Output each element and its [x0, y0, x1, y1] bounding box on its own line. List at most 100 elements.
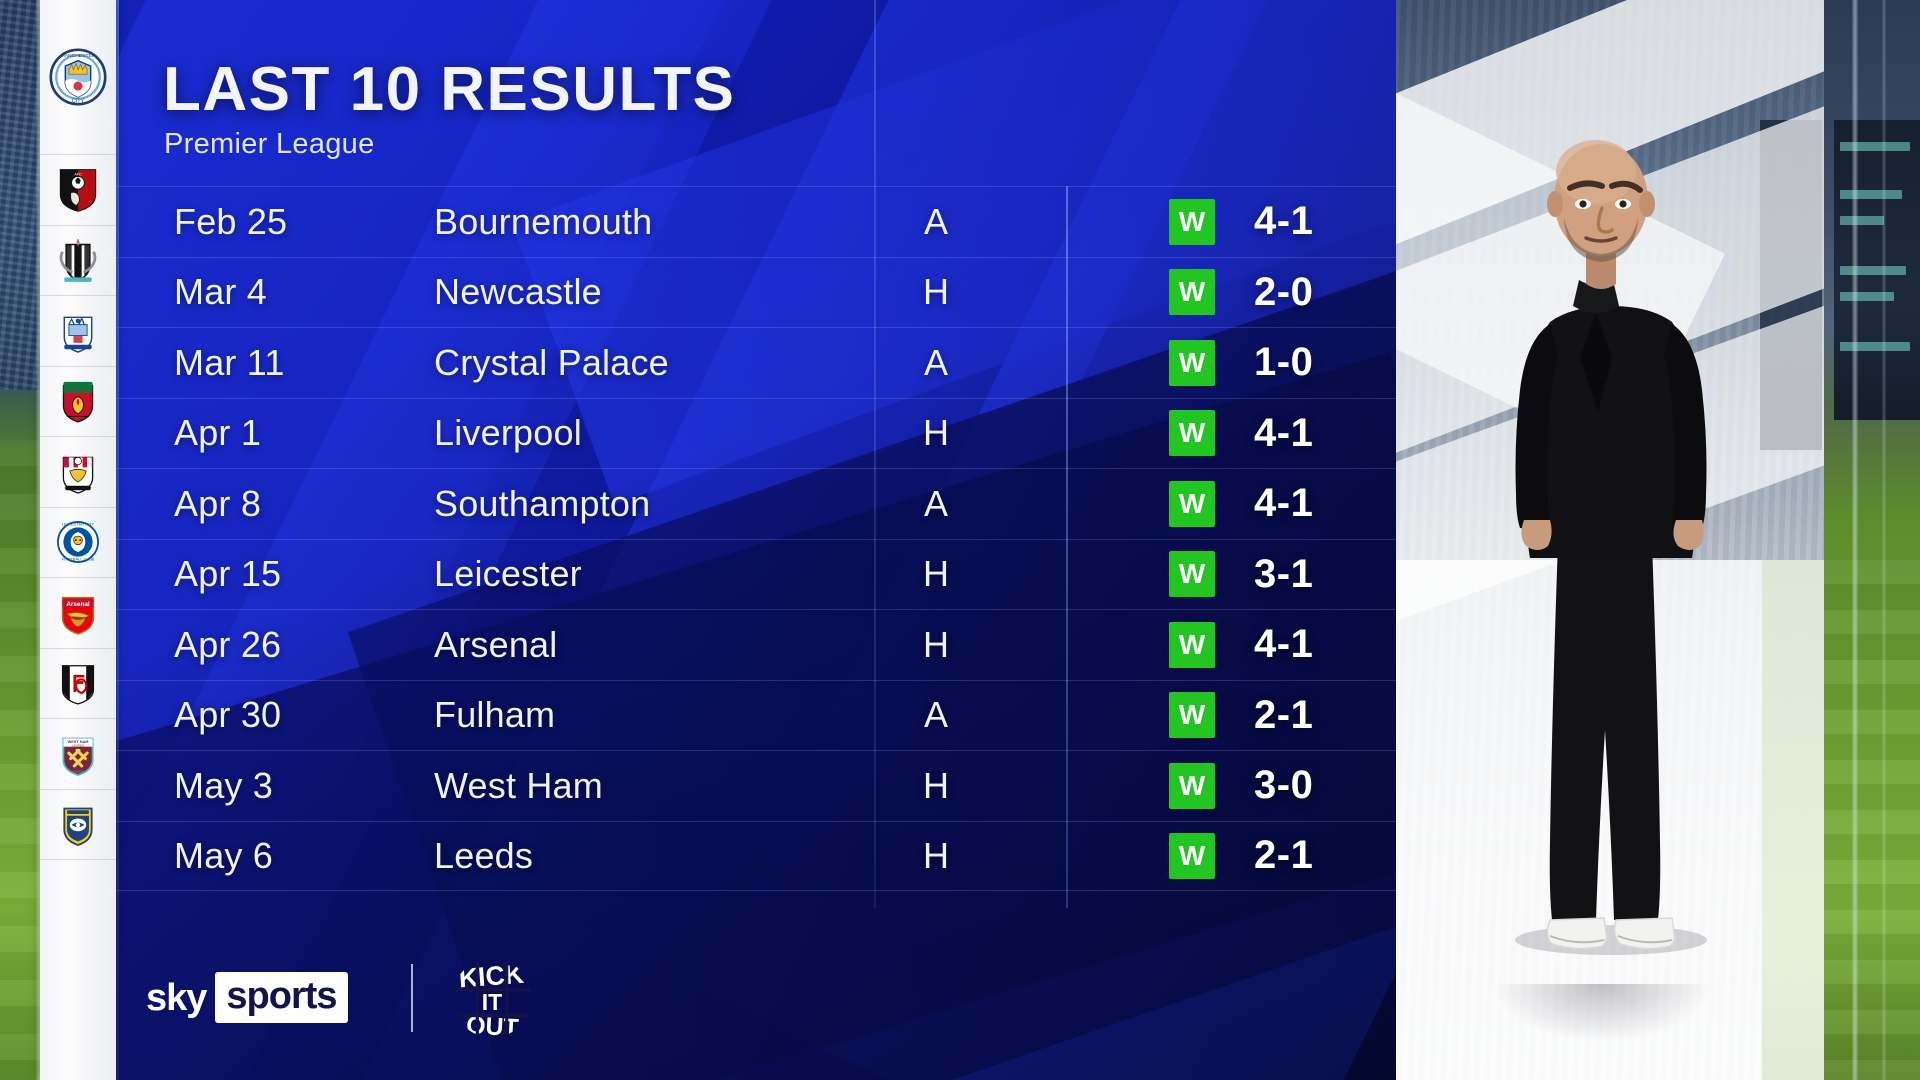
graphic-footer: sky sports KICK IT OUT: [116, 908, 1396, 1080]
table-row[interactable]: May 6 Leeds H W 2-1: [116, 820, 1396, 891]
manager-portrait-panel: [1396, 0, 1824, 1080]
sky-wordmark: sky: [146, 976, 207, 1019]
match-score: 4-1: [1254, 622, 1314, 667]
kick-it-out-circle-icon: KICK IT OUT: [452, 958, 532, 1038]
outcome-cell: W: [1164, 762, 1220, 809]
outcome-cell: W: [1164, 692, 1220, 739]
panel-gradient-veil: [116, 0, 1396, 1080]
venue-indicator: H: [923, 764, 949, 806]
opponent-name: Crystal Palace: [434, 341, 669, 383]
svg-text:LONDON: LONDON: [72, 769, 84, 773]
crest-item-manchester-city[interactable]: MANCHESTER CITY: [40, 0, 116, 155]
crest-item-west-ham[interactable]: WEST HAM UNITED LONDON: [40, 719, 116, 790]
match-date: Apr 1: [174, 412, 262, 454]
crest-item-southampton[interactable]: [40, 437, 116, 508]
opponent-name: Leeds: [434, 834, 534, 876]
svg-text:UNITED: UNITED: [72, 743, 84, 747]
led-text-line: [1840, 342, 1910, 351]
table-row[interactable]: Apr 15 Leicester H W 3-1: [116, 538, 1396, 610]
opponent-name: West Ham: [434, 764, 603, 806]
svg-text:MANCHESTER: MANCHESTER: [61, 53, 96, 59]
pitch-mow-lines: [1824, 560, 1920, 1080]
venue-indicator: H: [923, 623, 949, 665]
table-row[interactable]: Apr 30 Fulham A W 2-1: [116, 679, 1396, 751]
svg-text:CITY: CITY: [72, 98, 85, 104]
status-badge: W: [1169, 762, 1215, 809]
manager-arm-left: [1515, 324, 1558, 532]
outcome-cell: W: [1164, 621, 1220, 668]
opponent-name: Leicester: [434, 553, 582, 595]
kick-it-out-line-2: IT: [482, 989, 502, 1015]
match-score: 2-1: [1254, 833, 1314, 878]
stadium-pillar: [36, 0, 43, 1080]
leeds-crest: [63, 807, 93, 847]
table-row[interactable]: Mar 4 Newcastle H W 2-0: [116, 256, 1396, 328]
table-row[interactable]: Apr 26 Arsenal H W 4-1: [116, 609, 1396, 680]
panel-left-edge: [116, 0, 119, 1080]
status-badge: W: [1169, 339, 1215, 386]
status-badge: W: [1169, 269, 1215, 316]
club-crest-rail: MANCHESTER CITY AFC: [40, 0, 116, 1080]
venue-indicator: A: [923, 482, 948, 524]
liverpool-crest: [62, 382, 94, 423]
stadium-pillar-secondary: [1882, 0, 1886, 1080]
table-row[interactable]: Mar 11 Crystal Palace A W 1-0: [116, 327, 1396, 398]
venue-indicator: A: [923, 694, 948, 736]
stadium-led-board: [1834, 120, 1920, 420]
table-row[interactable]: Apr 1 Liverpool H W 4-1: [116, 397, 1396, 469]
outcome-cell: W: [1164, 198, 1220, 245]
southampton-crest: [62, 456, 94, 494]
crest-item-leeds[interactable]: [40, 790, 116, 860]
match-score: 3-1: [1254, 551, 1314, 596]
manager-arm-right: [1664, 324, 1707, 532]
manager-trousers: [1549, 542, 1661, 920]
svg-text:LEICESTER CITY: LEICESTER CITY: [62, 522, 95, 527]
crest-item-crystal-palace[interactable]: [40, 296, 116, 367]
crystal-palace-crest: [63, 316, 93, 353]
stadium-pillar: [1852, 0, 1858, 1080]
venue-indicator: A: [923, 341, 948, 383]
match-date: Apr 26: [174, 623, 282, 665]
manager-stubble: [1564, 218, 1638, 262]
crest-item-bournemouth[interactable]: AFC: [40, 155, 116, 226]
led-text-line: [1840, 216, 1884, 225]
match-date: Mar 4: [174, 271, 268, 313]
status-badge: W: [1169, 410, 1215, 457]
match-date: Apr 30: [174, 694, 282, 736]
table-row[interactable]: May 3 West Ham H W 3-0: [116, 750, 1396, 821]
floor-reflection: [1492, 984, 1712, 1042]
manager-hand-right: [1673, 520, 1704, 550]
table-row[interactable]: Feb 25 Bournemouth A W 4-1: [116, 186, 1396, 257]
svg-text:FOOTBALL CLUB: FOOTBALL CLUB: [62, 557, 95, 562]
status-badge: W: [1169, 621, 1215, 668]
table-row[interactable]: Apr 8 Southampton A W 4-1: [116, 468, 1396, 539]
newcastle-crest: [59, 239, 97, 283]
crest-item-liverpool[interactable]: [40, 367, 116, 437]
sports-wordmark: sports: [215, 972, 348, 1023]
crest-item-arsenal[interactable]: Arsenal: [40, 578, 116, 649]
crest-item-fulham[interactable]: [40, 649, 116, 719]
match-score: 4-1: [1254, 199, 1314, 244]
competition-subtitle: Premier League: [164, 128, 375, 160]
led-text-line: [1840, 266, 1906, 275]
led-text-line: [1840, 292, 1894, 301]
west-ham-crest: WEST HAM UNITED LONDON: [62, 737, 94, 776]
sky-sports-logo: sky sports: [146, 972, 348, 1023]
crest-item-leicester[interactable]: LEICESTER CITY FOOTBALL CLUB: [40, 508, 116, 578]
venue-indicator: H: [923, 412, 949, 454]
match-date: Apr 15: [174, 553, 282, 595]
manager-jacket: [1525, 306, 1697, 558]
bournemouth-crest: AFC: [59, 168, 97, 212]
opponent-name: Bournemouth: [434, 200, 653, 242]
status-badge: W: [1169, 551, 1215, 598]
match-date: Apr 8: [174, 482, 262, 524]
status-badge: W: [1169, 480, 1215, 527]
manager-turtleneck: [1573, 280, 1619, 313]
crest-item-newcastle[interactable]: [40, 226, 116, 296]
venue-indicator: H: [923, 271, 949, 313]
outcome-cell: W: [1164, 832, 1220, 879]
page-title: LAST 10 RESULTS: [163, 55, 736, 124]
svg-text:AFC: AFC: [74, 172, 82, 176]
led-text-line: [1840, 142, 1910, 151]
match-date: May 3: [174, 764, 274, 806]
